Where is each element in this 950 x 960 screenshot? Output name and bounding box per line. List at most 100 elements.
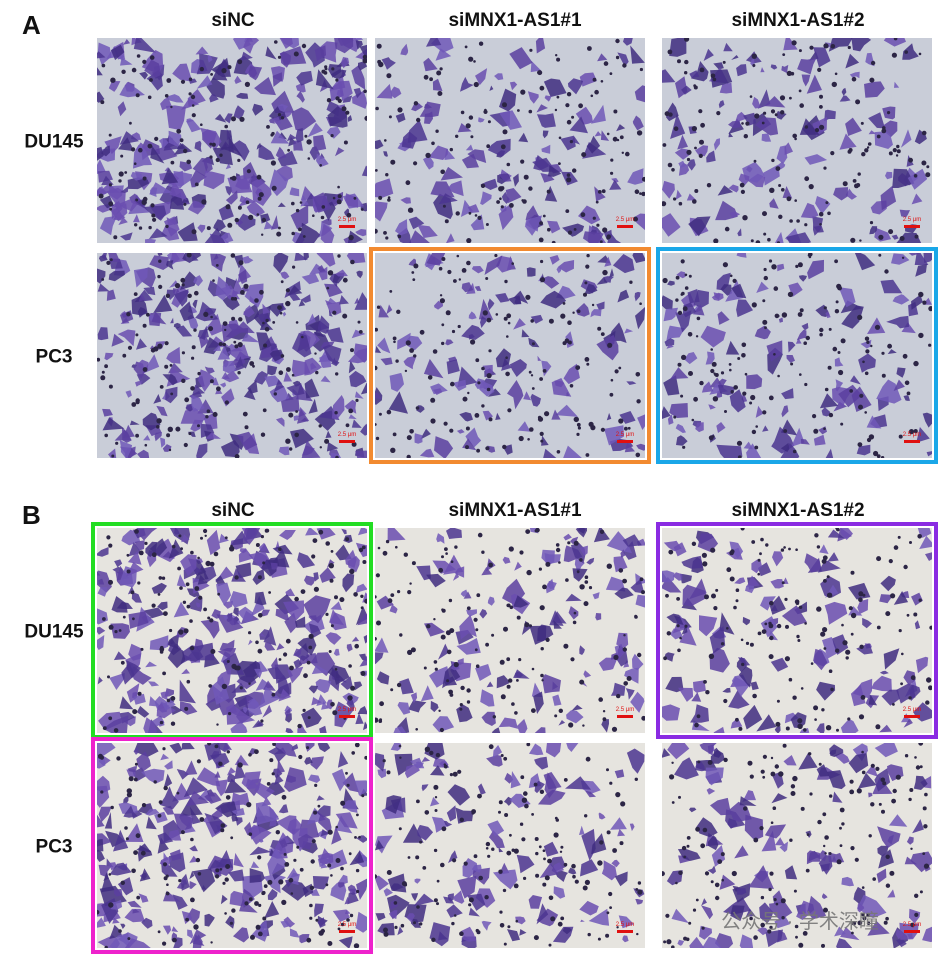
pore [856,788,862,794]
cell [829,744,844,757]
cell [481,566,493,576]
cell [852,678,873,699]
pore [735,588,740,592]
pore [452,858,457,863]
cell [816,723,825,733]
pore [522,199,527,204]
cell [390,743,401,751]
pore [327,863,332,868]
pore [785,624,789,629]
pore [762,299,766,303]
pore [505,356,508,359]
cell [547,165,562,177]
cell [443,554,464,575]
cell [211,57,231,77]
cell [486,755,503,767]
cell [542,674,561,694]
pore [248,631,252,635]
pore [929,625,932,630]
cell [780,442,790,452]
pore [446,679,450,683]
pore [829,794,833,798]
pore [342,313,348,319]
pore [706,183,712,188]
cell [293,659,303,670]
cell [866,415,882,429]
highlight-frame [656,522,938,739]
pore [260,432,266,437]
pore [324,438,330,444]
pore [892,703,895,706]
pore [558,561,561,564]
cell [517,421,531,432]
pore [415,728,418,731]
cell [572,568,588,582]
pore [376,43,382,49]
cell [699,615,718,637]
cell [586,557,595,565]
cell [498,173,512,182]
pore [409,582,412,585]
pore [597,190,602,194]
pore [864,371,869,376]
cell [739,934,754,948]
pore [468,903,472,907]
pore [539,789,545,794]
pore [204,534,207,537]
pore [396,682,402,688]
cell [259,629,270,640]
cell [347,891,359,905]
cell [247,380,258,394]
cell [813,47,831,68]
pore [845,649,851,655]
pore [190,386,195,391]
pore [313,810,318,815]
pore [233,297,238,301]
cell [137,449,150,458]
pore [714,373,717,377]
pore [190,837,194,842]
cell [114,429,132,441]
pore [385,236,389,240]
pore [234,454,240,458]
pore [226,750,230,754]
pore [880,777,886,783]
pore [226,660,230,663]
pore [914,756,917,759]
cell [727,818,738,829]
pore [224,400,229,405]
cell [177,222,198,242]
pore [796,634,800,639]
cell [334,701,354,728]
pore [120,154,124,158]
cell [97,635,105,650]
cell [544,772,557,799]
pore [789,219,793,223]
pore [908,157,913,163]
pore [108,133,112,137]
pore [819,105,823,109]
pore [523,174,529,180]
pore [190,94,196,100]
pore [210,73,213,76]
cell [300,294,311,303]
pore [723,757,728,763]
cell [868,130,877,135]
cell [569,116,588,134]
cell [297,408,310,424]
cell [275,608,290,621]
pore [375,365,378,371]
pore [237,158,241,162]
pore [156,418,162,424]
cell [409,230,431,243]
pore [392,432,397,437]
pore [637,889,643,895]
pore [803,341,807,345]
cell [274,664,293,684]
cell [666,102,679,122]
cell [377,337,391,354]
cell [579,645,585,655]
pore [543,857,546,861]
cell [168,539,184,559]
cell [819,393,839,409]
